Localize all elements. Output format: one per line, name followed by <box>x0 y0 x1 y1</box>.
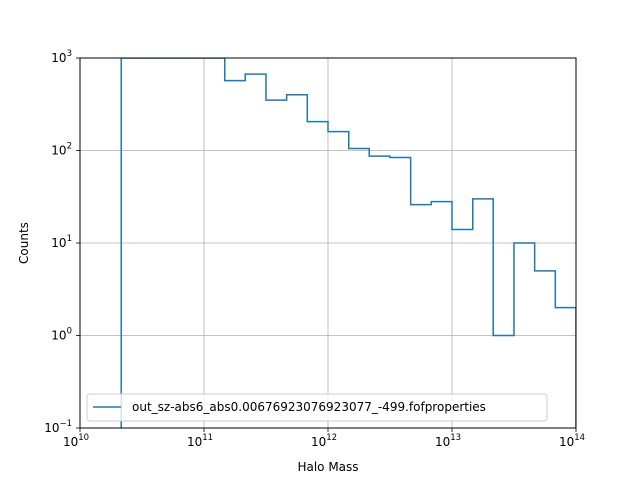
y-axis-title: Counts <box>17 222 31 264</box>
y-axis-ticks: 10−1 100 101 102 103 <box>44 49 80 435</box>
legend: out_sz-abs6_abs0.00676923076923077_-499.… <box>86 393 548 422</box>
y-tick-label: 102 <box>51 142 72 158</box>
y-tick-label: 101 <box>51 234 72 250</box>
y-tick-label: 103 <box>51 49 72 65</box>
series-layer <box>120 58 576 428</box>
x-tick-label: 1014 <box>559 433 585 449</box>
x-axis-title: Halo Mass <box>297 460 358 474</box>
legend-box <box>86 393 548 422</box>
x-tick-label: 1012 <box>311 433 337 449</box>
x-axis-ticks: 1010 1011 1012 1013 1014 <box>63 428 585 449</box>
x-tick-label: 1013 <box>435 433 461 449</box>
y-tick-label: 10−1 <box>44 419 72 435</box>
legend-label: out_sz-abs6_abs0.00676923076923077_-499.… <box>132 400 486 414</box>
histogram-step-line <box>120 58 576 428</box>
x-tick-label: 1011 <box>187 433 213 449</box>
y-tick-label: 100 <box>51 327 72 343</box>
x-tick-label: 1010 <box>63 433 89 449</box>
